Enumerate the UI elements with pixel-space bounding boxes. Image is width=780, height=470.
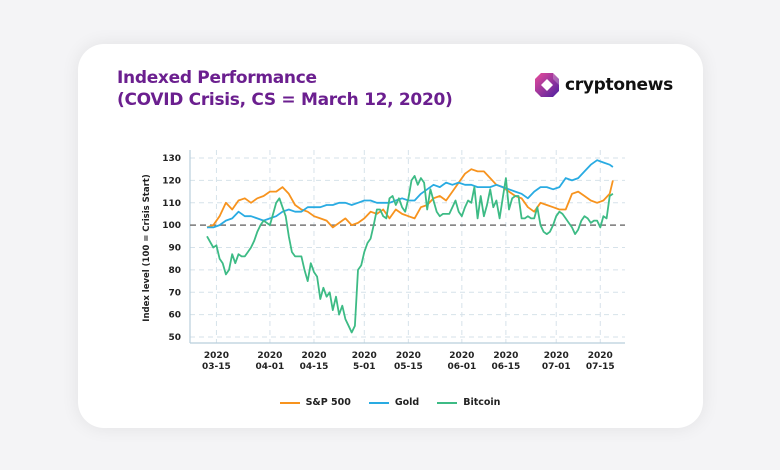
series-line-gold <box>207 159 614 229</box>
y-tick-label: 60 <box>168 311 181 321</box>
y-tick-label: 50 <box>168 333 181 343</box>
legend-swatch-gold <box>368 401 389 404</box>
x-tick-label: 2020 <box>449 351 474 361</box>
x-tick-label: 06-01 <box>447 362 476 372</box>
y-tick-label: 90 <box>168 244 181 254</box>
legend-item-sp500: S&P 500 <box>279 397 351 408</box>
cryptonews-logo-icon <box>535 73 559 97</box>
legend-label: Gold <box>394 397 420 408</box>
legend-item-bitcoin: Bitcoin <box>437 397 500 408</box>
legend: S&P 500 Gold Bitcoin <box>0 397 780 408</box>
x-tick-label: 03-15 <box>202 362 231 372</box>
cryptonews-logo-text: cryptonews <box>565 75 673 95</box>
legend-swatch-sp500 <box>279 401 300 404</box>
legend-label: Bitcoin <box>463 397 501 408</box>
chart-title: Indexed Performance (COVID Crisis, CS = … <box>117 67 453 111</box>
x-tick-label: 5-01 <box>353 362 376 372</box>
x-tick-label: 07-15 <box>586 362 615 372</box>
cryptonews-logo: cryptonews <box>535 73 673 97</box>
y-axis-label: Index level (100 = Crisis Start) <box>142 174 152 322</box>
series-line-bitcoin <box>206 174 614 334</box>
axes <box>189 150 625 344</box>
chart-card <box>78 44 703 428</box>
chart-title-line1: Indexed Performance <box>117 68 317 88</box>
x-tick-label: 2020 <box>396 351 421 361</box>
x-tick-label: 06-15 <box>491 362 520 372</box>
x-tick-label: 2020 <box>493 351 518 361</box>
y-tick-label: 100 <box>162 221 181 231</box>
x-tick-label: 05-15 <box>394 362 423 372</box>
series-group <box>206 159 614 334</box>
x-tick-label: 2020 <box>588 351 613 361</box>
x-tick-label: 2020 <box>301 351 326 361</box>
y-tick-label: 120 <box>162 176 181 186</box>
x-tick-label: 2020 <box>352 351 377 361</box>
y-tick-label: 130 <box>162 154 181 164</box>
x-tick-label: 04-15 <box>300 362 329 372</box>
x-tick-label: 2020 <box>544 351 569 361</box>
chart-title-line2: (COVID Crisis, CS = March 12, 2020) <box>117 90 453 110</box>
x-tick-labels: 202003-15202004-01202004-1520205-0120200… <box>202 351 615 372</box>
series-line-sp500 <box>206 168 614 229</box>
y-tick-label: 110 <box>162 199 181 209</box>
x-tick-label: 2020 <box>257 351 282 361</box>
y-tick-label: 70 <box>168 288 181 298</box>
x-tick-label: 07-01 <box>542 362 571 372</box>
x-tick-label: 2020 <box>204 351 229 361</box>
legend-item-gold: Gold <box>368 397 420 408</box>
x-tick-label: 04-01 <box>256 362 285 372</box>
y-tick-labels: 50 60 70 80 90 100 110 120 130 <box>162 154 181 343</box>
y-tick-label: 80 <box>168 266 181 276</box>
grid <box>190 150 625 343</box>
legend-label: S&P 500 <box>305 397 351 408</box>
legend-swatch-bitcoin <box>437 401 458 404</box>
